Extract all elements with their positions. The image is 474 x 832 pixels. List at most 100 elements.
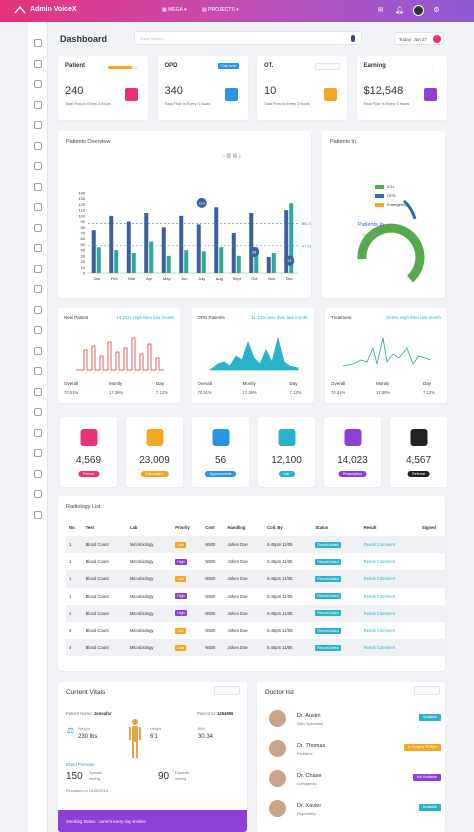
bar-July-s1[interactable]: [201, 251, 206, 273]
bar-Dec-s0[interactable]: [284, 210, 289, 273]
bar-Aug-s0[interactable]: [214, 207, 219, 273]
bell-icon[interactable]: 🔔︎: [395, 7, 404, 14]
doctor-name: Dr. Chase: [297, 773, 322, 779]
search-input[interactable]: Voice Search: [134, 31, 362, 45]
doctor-item[interactable]: Dr. Xavier Psychiatry Available: [269, 800, 441, 822]
summary-tile-0[interactable]: 4,569 Patient: [60, 417, 117, 487]
sidebar-clock-icon[interactable]: [34, 285, 42, 293]
sidebar-settings-icon[interactable]: [34, 223, 42, 232]
bar-Jan-s1[interactable]: [96, 247, 101, 273]
sidebar-heart-icon[interactable]: [34, 408, 42, 416]
sidebar-gift-icon[interactable]: [34, 469, 42, 478]
sidebar-folder-icon[interactable]: [34, 490, 42, 498]
sidebar-mail-icon[interactable]: [34, 80, 42, 88]
sidebar-cart-icon[interactable]: [34, 387, 42, 396]
cell-lab: Microbiology: [127, 570, 173, 588]
annotation-marker[interactable]: [284, 255, 295, 266]
sidebar-layers-icon[interactable]: [34, 326, 42, 334]
bar-Feb-s1[interactable]: [114, 250, 119, 273]
sidebar-bell-icon[interactable]: [34, 449, 42, 457]
bar-Aug-s1[interactable]: [219, 247, 224, 273]
sidebar-user-icon[interactable]: [34, 100, 42, 109]
bar-May-s0[interactable]: [161, 227, 166, 273]
summary-tile-2[interactable]: 56 Appointments: [192, 417, 249, 487]
sidebar-chart-icon[interactable]: [34, 162, 42, 170]
table-row[interactable]: 4 Blood Count Microbiology Low N500 Johen Doe…: [66, 639, 448, 657]
more-icon[interactable]: ⋮: [430, 63, 436, 69]
bar-Jun-s1[interactable]: [184, 250, 189, 273]
sidebar-table-icon[interactable]: [34, 264, 42, 273]
bar-Mar-s0[interactable]: [126, 221, 131, 273]
annotation-marker[interactable]: [196, 197, 207, 208]
sidebar-edit-icon[interactable]: [34, 141, 42, 150]
result-comment-link[interactable]: Result Comment: [363, 628, 395, 634]
chart-toolbar-icons[interactable]: ⌂ ▥ ▤ ⤓: [222, 153, 241, 159]
bar-Oct-s1[interactable]: [254, 247, 259, 273]
sidebar-doc-icon[interactable]: [34, 428, 42, 437]
cell-no: 1: [66, 570, 83, 588]
result-comment-link[interactable]: Result Comment: [363, 559, 395, 565]
sidebar-graph-icon[interactable]: [34, 305, 42, 314]
result-comment-link[interactable]: Result Comment: [363, 593, 395, 599]
click-here-button[interactable]: Click here: [217, 63, 240, 69]
result-comment-link[interactable]: Result Comment: [363, 576, 395, 582]
summary-tile-5[interactable]: 4,567 Referral: [390, 417, 447, 487]
bar-Dec-s1[interactable]: [289, 203, 294, 273]
sidebar-file-icon[interactable]: [34, 203, 42, 211]
bar-May-s1[interactable]: [166, 255, 171, 273]
bar-July-s0[interactable]: [196, 224, 201, 273]
mail-icon[interactable]: ✉: [377, 7, 384, 14]
doctor-item[interactable]: Dr. Austin Skin Specialist Available: [269, 710, 441, 732]
sidebar-map-icon[interactable]: [34, 510, 42, 519]
x-tick-label: Jan: [94, 276, 100, 281]
bar-Nov-s1[interactable]: [271, 253, 276, 273]
table-row[interactable]: 1 Blood Count Microbiology High N500 Johen Do…: [66, 553, 448, 570]
result-comment-link[interactable]: Result Comment: [363, 645, 395, 651]
bar-Sept-s1[interactable]: [236, 255, 241, 273]
status-badge: Result Added: [315, 644, 341, 651]
projects-menu[interactable]: ▤ PROJECTS ▾: [202, 7, 239, 13]
bar-Mar-s1[interactable]: [131, 253, 136, 273]
bar-Sept-s0[interactable]: [231, 233, 236, 273]
bar-Nov-s0[interactable]: [266, 257, 271, 273]
calendar-icon[interactable]: [433, 35, 441, 43]
sidebar-star-icon[interactable]: [34, 346, 42, 355]
sidebar-calendar-icon[interactable]: [34, 182, 42, 191]
summary-tile-3[interactable]: 12,100 Lab: [258, 417, 315, 487]
doctor-item[interactable]: Dr. Chase Orthopedic Not Available: [269, 770, 441, 792]
annotation-marker[interactable]: [249, 247, 260, 257]
result-comment-link[interactable]: Result Comment: [363, 610, 395, 616]
bar-Oct-s0[interactable]: [249, 213, 254, 273]
doctor-item[interactable]: Dr. Thomas Pediatric In Surgery Till 8pm: [269, 740, 441, 762]
sidebar-home-icon[interactable]: [34, 59, 42, 68]
legend-swatch: [375, 193, 384, 198]
table-row[interactable]: 2 Blood Count Microbiology High N500 Johen Do…: [66, 604, 448, 622]
mini-title: New Patient: [64, 315, 89, 320]
bar-Jun-s0[interactable]: [179, 215, 184, 273]
bar-Apr-s0[interactable]: [144, 213, 149, 273]
table-row[interactable]: 1 Blood Count Microbiology High N500 Johen Do…: [66, 588, 448, 605]
summary-tile-1[interactable]: 23,009 Encounters: [126, 417, 183, 487]
user-avatar[interactable]: [413, 5, 424, 16]
gear-icon[interactable]: ⚙: [433, 7, 440, 14]
summary-tile-4[interactable]: 14,023 Prescription: [324, 417, 381, 487]
sidebar-book-icon[interactable]: [34, 244, 42, 252]
sidebar-grid-icon[interactable]: [34, 121, 42, 129]
app-title[interactable]: Admin VoiceX: [30, 6, 77, 13]
heartbeat-icon: [278, 429, 295, 446]
bar-Apr-s1[interactable]: [149, 241, 154, 273]
table-row[interactable]: 1 Blood Count Microbiology Low N500 Johen Doe…: [66, 536, 448, 554]
bar-Jan-s0[interactable]: [91, 230, 96, 273]
ot-search[interactable]: [315, 63, 340, 70]
microphone-icon[interactable]: [351, 35, 355, 42]
table-row[interactable]: 1 Blood Count Microbiology Low N500 Johen Doe…: [66, 570, 448, 588]
vitals-search[interactable]: [214, 686, 240, 695]
doctor-search[interactable]: [414, 686, 440, 695]
sidebar-eye-icon[interactable]: [34, 39, 42, 47]
table-row[interactable]: 3 Blood Count Microbiology Low N500 Johen Doe…: [66, 622, 448, 639]
bar-Feb-s0[interactable]: [109, 215, 114, 273]
mega-menu[interactable]: ▦ MEGA ▾: [162, 7, 187, 13]
date-picker[interactable]: Today: Jan 27: [394, 32, 444, 45]
result-comment-link[interactable]: Result Comment: [363, 542, 395, 548]
sidebar-lock-icon[interactable]: [34, 367, 42, 375]
